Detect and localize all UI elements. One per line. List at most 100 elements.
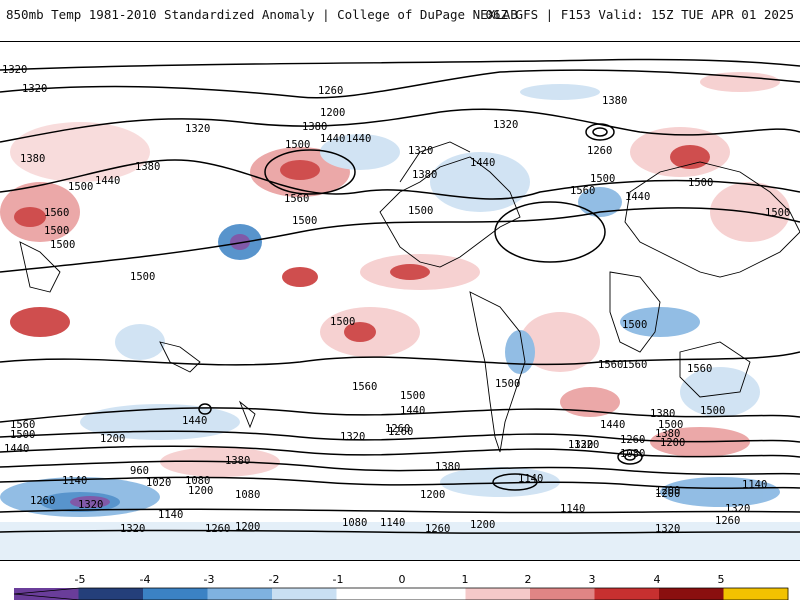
contour-label: 1500 [658,419,683,431]
contour-label: 1320 [78,499,103,511]
contour-label: 1200 [660,437,685,449]
contour-label: 1500 [68,181,93,193]
map-title: 850mb Temp 1981-2010 Standardized Anomal… [6,7,518,22]
contour-label: 1560 [284,193,309,205]
contour-label: 1380 [655,428,680,440]
contour-label: 1020 [146,477,171,489]
contour-label: 1320 [725,503,750,515]
contour-label: 1260 [205,523,230,535]
contour-label: 1440 [600,419,625,431]
colorbar-tick: -4 [139,573,151,586]
contour-label: 1260 [318,85,343,97]
contour-label: 1500 [330,316,355,328]
contour-label: 1320 [185,123,210,135]
contour-label: 1080 [620,448,645,460]
contour-label: 1500 [50,239,75,251]
colorbar-cell [401,588,466,600]
contour-label: 1500 [700,405,725,417]
contour-label: 1140 [518,473,543,485]
colorbar-tick: -2 [268,573,280,586]
colorbar-tick: 5 [717,573,725,586]
contour-label: 1140 [158,509,183,521]
contour-label: 1560 [687,363,712,375]
contour-label: 1440 [95,175,120,187]
contour-label: 1500 [688,177,713,189]
contour-label: 1140 [62,475,87,487]
contour-label: 1200 [235,521,260,533]
contour-label: 1260 [425,523,450,535]
contour-label: 1320 [568,439,593,451]
contour-label: 1440 [400,405,425,417]
contour-label: 1500 [400,390,425,402]
contour-label: 1260 [30,495,55,507]
colorbar-cells [14,588,789,600]
contour-label: 1440 [320,133,345,145]
contour-label: 1260 [715,515,740,527]
contour-label: 1380 [650,408,675,420]
contour-label: 1260 [388,426,413,438]
contour-label: 1380 [135,161,160,173]
contour-label: 1380 [20,153,45,165]
contour-label: 1500 [590,173,615,185]
colorbar-cell [143,588,208,600]
contour-label: 1320 [655,523,680,535]
contour-label: 1560 [352,381,377,393]
contour-label: 1200 [655,488,680,500]
contour-label: 1500 [44,225,69,237]
contour-label: 1500 [130,271,155,283]
contour-label: 1560 [622,359,647,371]
contour-label: 1500 [408,205,433,217]
colorbar-cell [272,588,337,600]
colorbar-tick: 4 [653,573,661,586]
contour-label: 1320 [340,431,365,443]
colorbar-tick: 3 [588,573,596,586]
contour-label: 1080 [185,475,210,487]
contour-label: 1200 [320,107,345,119]
contour-label: 1500 [622,319,647,331]
contour-label: 1560 [10,419,35,431]
coastlines [19,141,800,453]
contour-label: 1140 [560,503,585,515]
model-run-info: 06Z GFS | F153 Valid: 15Z TUE APR 01 202… [485,7,794,22]
contour-label: 1560 [598,359,623,371]
anomaly-map: 1320 1320 1260 1200 1320 1380 1440 1500 … [0,41,800,561]
contour-label: 1380 [225,455,250,467]
contour-label: 1560 [570,185,595,197]
contour-label: 1320 [2,64,27,76]
contour-label: 1320 [408,145,433,157]
contour-label: 1500 [495,378,520,390]
contour-label: 1440 [470,157,495,169]
colorbar-cell [207,588,273,600]
colorbar-cell [659,588,724,600]
colorbar-tick: -3 [203,573,215,586]
colorbar-tick: -5 [74,573,86,586]
contour-label: 1260 [620,434,645,446]
contour-labels: 1320 1320 1260 1200 1320 1380 1440 1500 … [2,64,790,535]
contour-label: 1200 [655,485,680,497]
contour-label: 1200 [470,519,495,531]
contour-label: 1500 [285,139,310,151]
contour-label: 1380 [302,121,327,133]
contour-label: 1500 [292,215,317,227]
contour-label: 1440 [625,191,650,203]
contour-label: 1140 [380,517,405,529]
colorbar-cell [336,588,402,600]
contour-label: 1500 [10,429,35,441]
contour-label: 1200 [188,485,213,497]
contour-label: 1380 [412,169,437,181]
contour-label: 1200 [100,433,125,445]
contour-label: 1080 [235,489,260,501]
height-contours [0,58,800,534]
colorbar-tick: 1 [461,573,469,586]
colorbar-cell [14,588,79,600]
contour-label: 960 [130,465,149,477]
contour-label: 1440 [4,443,29,455]
colorbar [13,587,789,600]
contour-label: 1320 [574,439,599,451]
colorbar-cell [530,588,595,600]
contour-label: 1260 [587,145,612,157]
colorbar-tick: 0 [398,573,406,586]
contour-label: 1500 [765,207,790,219]
contour-label: 1560 [44,207,69,219]
colorbar-cell [465,588,531,600]
